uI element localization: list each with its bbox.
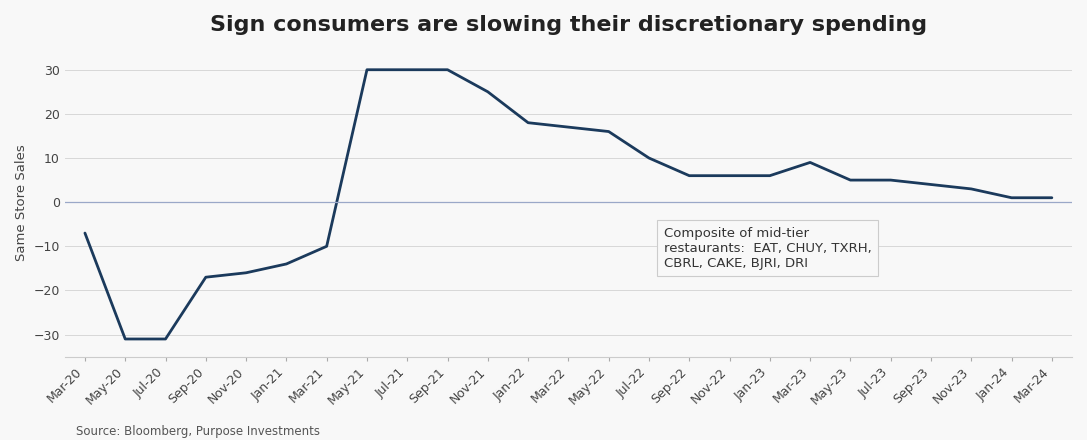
Y-axis label: Same Store Sales: Same Store Sales xyxy=(15,144,28,260)
Text: Composite of mid-tier
restaurants:  EAT, CHUY, TXRH,
CBRL, CAKE, BJRI, DRI: Composite of mid-tier restaurants: EAT, … xyxy=(664,227,872,270)
Title: Sign consumers are slowing their discretionary spending: Sign consumers are slowing their discret… xyxy=(210,15,927,35)
Text: Source: Bloomberg, Purpose Investments: Source: Bloomberg, Purpose Investments xyxy=(76,425,320,438)
